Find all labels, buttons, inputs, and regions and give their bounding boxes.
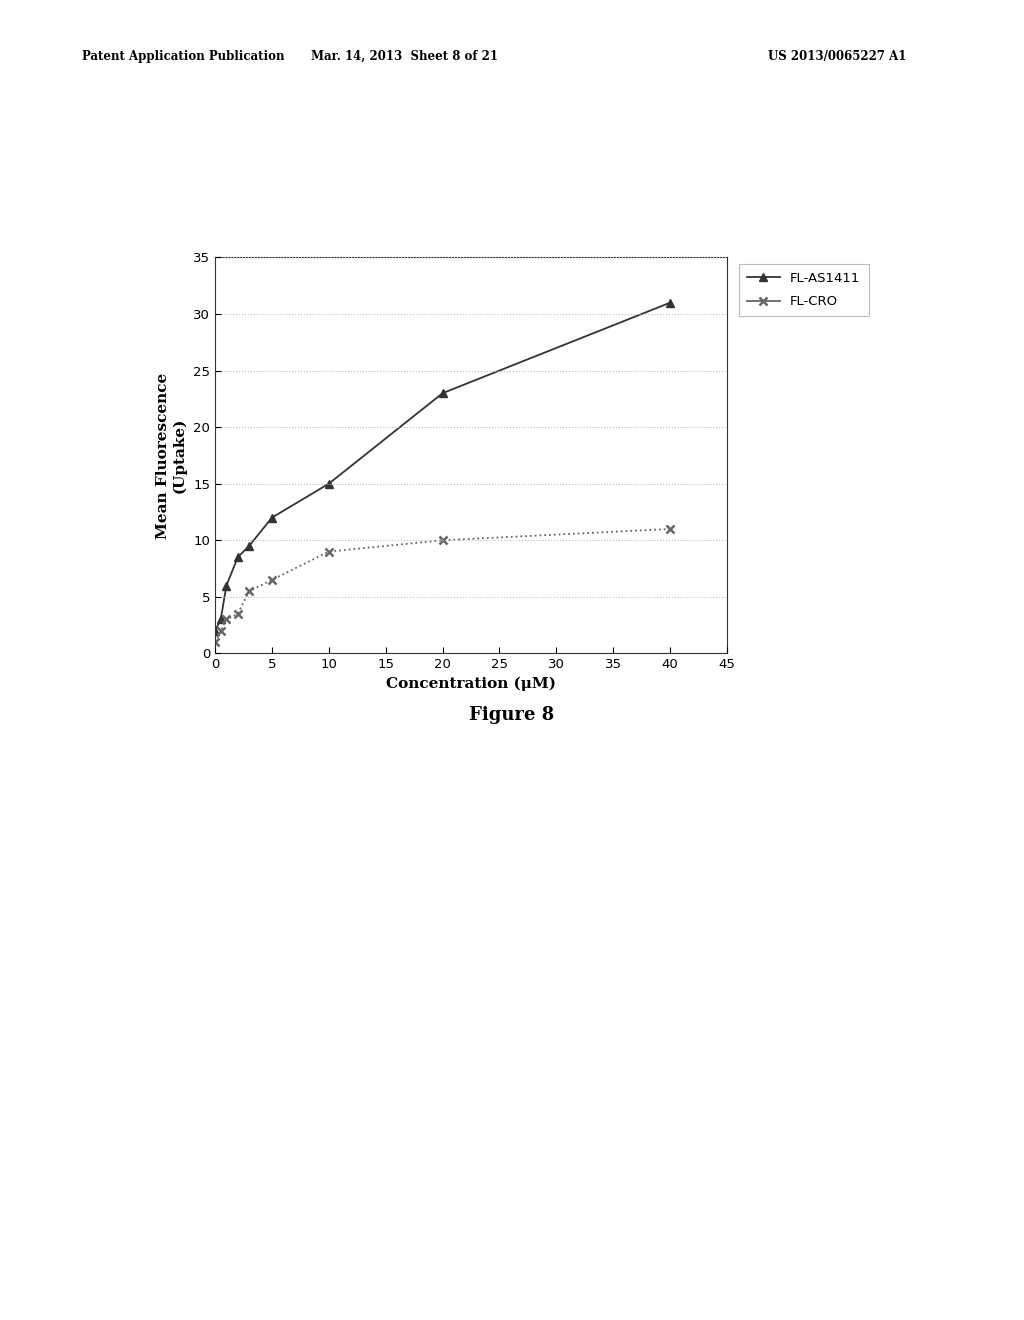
Text: Patent Application Publication: Patent Application Publication — [82, 50, 285, 63]
Text: US 2013/0065227 A1: US 2013/0065227 A1 — [768, 50, 906, 63]
Legend: FL-AS1411, FL-CRO: FL-AS1411, FL-CRO — [738, 264, 868, 317]
Text: Mar. 14, 2013  Sheet 8 of 21: Mar. 14, 2013 Sheet 8 of 21 — [311, 50, 498, 63]
Y-axis label: Mean Fluorescence
(Uptake): Mean Fluorescence (Uptake) — [156, 372, 186, 539]
Text: Figure 8: Figure 8 — [469, 706, 555, 725]
X-axis label: Concentration (μM): Concentration (μM) — [386, 677, 556, 692]
